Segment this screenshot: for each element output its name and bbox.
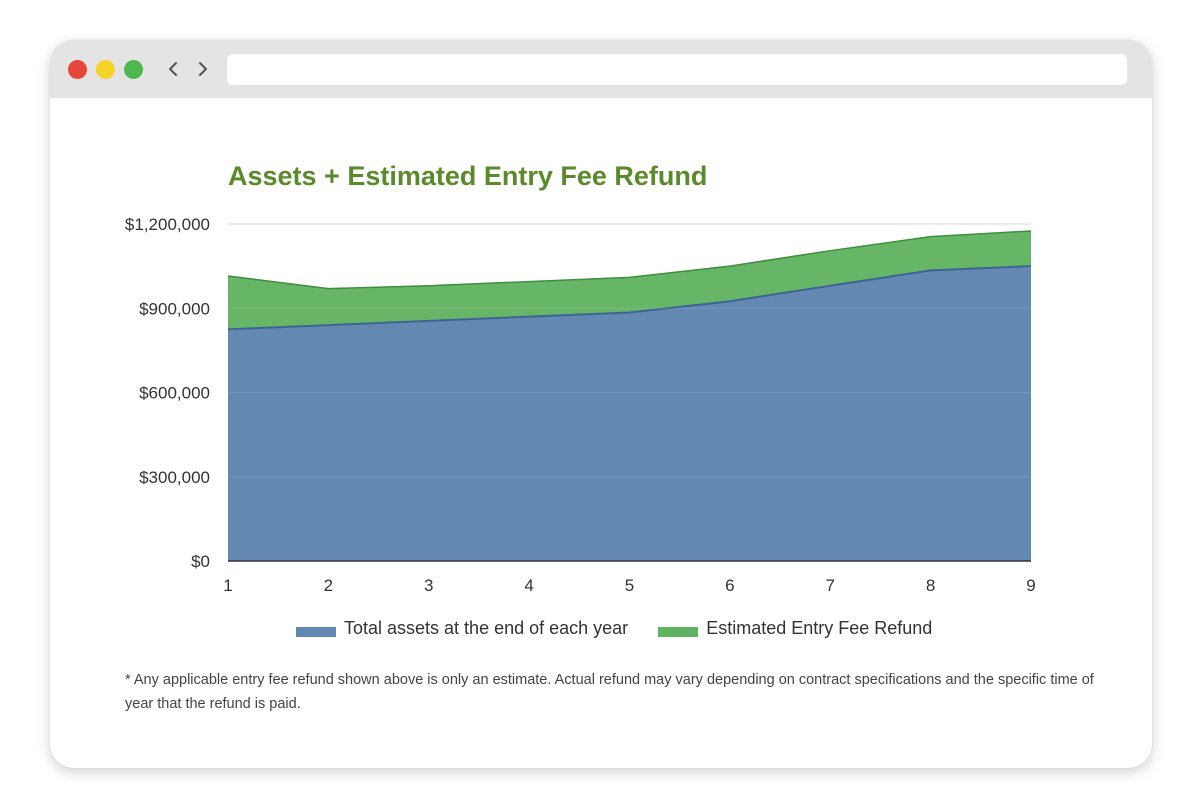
legend-swatch-refund bbox=[658, 626, 699, 637]
x-tick-label: 7 bbox=[826, 576, 835, 595]
x-tick-label: 3 bbox=[424, 576, 433, 595]
x-tick-label: 4 bbox=[524, 576, 533, 595]
refund-line bbox=[227, 230, 1032, 290]
legend-label-assets: Total assets at the end of each year bbox=[344, 618, 629, 638]
browser-titlebar bbox=[50, 40, 1152, 98]
y-tick-label: $0 bbox=[191, 552, 210, 571]
chevron-right-icon bbox=[199, 62, 207, 76]
y-tick-label: $300,000 bbox=[139, 468, 210, 487]
assets-area bbox=[228, 266, 1031, 561]
assets-line bbox=[227, 265, 1032, 331]
address-bar[interactable] bbox=[227, 54, 1127, 85]
x-tick-label: 2 bbox=[324, 576, 333, 595]
x-tick-label: 6 bbox=[725, 576, 734, 595]
chart-title: Assets + Estimated Entry Fee Refund bbox=[228, 161, 708, 191]
back-button[interactable] bbox=[162, 54, 184, 84]
refund-area bbox=[228, 231, 1031, 330]
y-tick-label: $1,200,000 bbox=[125, 215, 210, 234]
close-window-button[interactable] bbox=[68, 60, 87, 79]
y-tick-label: $900,000 bbox=[139, 299, 210, 318]
legend-label-refund: Estimated Entry Fee Refund bbox=[706, 618, 933, 638]
footnote: * Any applicable entry fee refund shown … bbox=[125, 672, 1094, 712]
x-tick-label: 9 bbox=[1026, 576, 1035, 595]
y-tick-label: $600,000 bbox=[139, 384, 210, 403]
maximize-window-button[interactable] bbox=[124, 60, 143, 79]
area-chart: $0 $300,000 $600,000 $900,000 $1,200,000 1 2 3 4… bbox=[125, 215, 1036, 595]
chart-legend: Total assets at the end of each year Est… bbox=[296, 618, 962, 639]
browser-window: Assets + Estimated Entry Fee Refund $0 $3… bbox=[50, 40, 1152, 768]
legend-item-refund: Estimated Entry Fee Refund bbox=[658, 618, 932, 639]
x-tick-label: 8 bbox=[926, 576, 935, 595]
x-tick-label: 1 bbox=[223, 576, 232, 595]
minimize-window-button[interactable] bbox=[96, 60, 115, 79]
chevron-left-icon bbox=[169, 62, 177, 76]
x-tick-label: 5 bbox=[625, 576, 634, 595]
legend-item-assets: Total assets at the end of each year bbox=[296, 618, 628, 639]
forward-button[interactable] bbox=[192, 54, 214, 84]
legend-swatch-assets bbox=[296, 626, 336, 637]
